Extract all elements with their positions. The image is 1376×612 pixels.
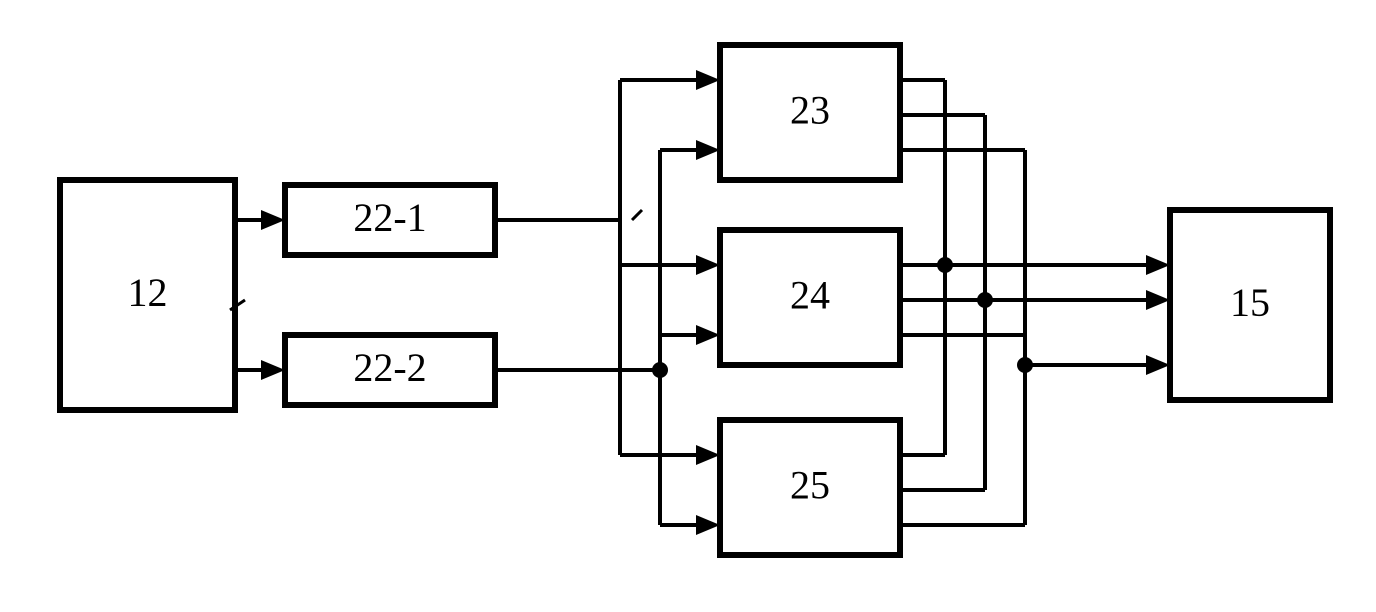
node-12-label: 12 <box>128 270 168 315</box>
arrow-bus2-to-15 <box>1146 290 1170 310</box>
node-22-1-label: 22-1 <box>353 195 426 240</box>
arrow-bus3-to-15 <box>1146 355 1170 375</box>
arrow-12-to-222 <box>261 360 285 380</box>
junction-dot-2 <box>977 292 993 308</box>
junction-dot-0 <box>652 362 668 378</box>
node-22-2-label: 22-2 <box>353 345 426 390</box>
arrow-221-to-23 <box>696 70 720 90</box>
node-15-label: 15 <box>1230 280 1270 325</box>
node-23-label: 23 <box>790 88 830 133</box>
junction-dot-3 <box>1017 357 1033 373</box>
arrow-222-to-24 <box>696 325 720 345</box>
arrow-221-to-24 <box>696 255 720 275</box>
arrow-221-to-25 <box>696 445 720 465</box>
junction-dot-1 <box>937 257 953 273</box>
node-25-label: 25 <box>790 463 830 508</box>
arrow-12-to-221 <box>261 210 285 230</box>
arrow-222-to-23 <box>696 140 720 160</box>
arrow-bus1-to-15 <box>1146 255 1170 275</box>
node-24-label: 24 <box>790 273 830 318</box>
stray-mark-0 <box>632 210 642 220</box>
arrow-222-to-25 <box>696 515 720 535</box>
